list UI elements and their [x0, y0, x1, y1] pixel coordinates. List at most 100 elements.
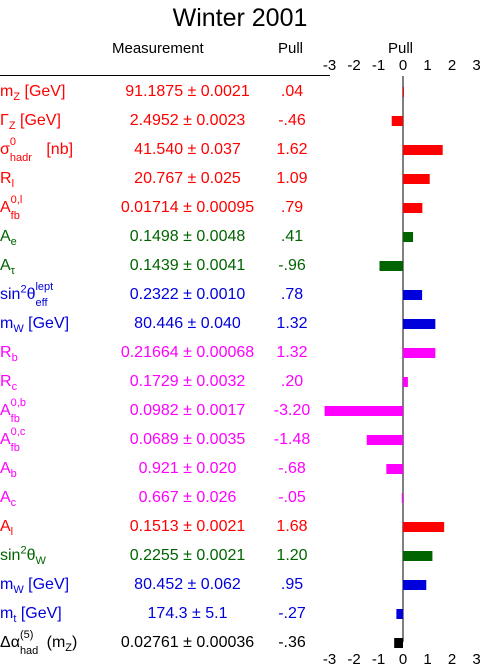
pull-value: 1.62 [276, 141, 308, 158]
measurement-value: 80.446 ± 0.040 [134, 315, 241, 332]
quantity-label: ΓZ [GeV] [0, 112, 61, 133]
measurement-value: 80.452 ± 0.062 [134, 576, 241, 593]
measurement-value: 0.2322 ± 0.0010 [129, 286, 246, 303]
top-axis-tick-label: 1 [423, 57, 431, 74]
quantity-label: Ae [0, 228, 17, 249]
measurement-value: 0.1439 ± 0.0041 [129, 257, 246, 274]
pull-bar [391, 116, 403, 126]
pull-value: .95 [280, 576, 304, 593]
pull-value: .41 [280, 228, 304, 245]
measurement-value: 0.21664 ± 0.00068 [120, 344, 255, 361]
bottom-axis-tick-label: 3 [472, 651, 480, 668]
pull-bar [403, 551, 433, 561]
quantity-label: sin2θleptefflept [0, 281, 54, 309]
measurement-value: 41.540 ± 0.037 [134, 141, 241, 158]
pull-value: -.27 [278, 605, 306, 622]
quantity-label: Rc [0, 373, 18, 394]
measurement-value: 0.2255 ± 0.0021 [129, 547, 246, 564]
measurement-value: 0.0689 ± 0.0035 [129, 431, 246, 448]
measurement-value: 0.667 ± 0.026 [138, 489, 237, 506]
pull-bar [403, 348, 436, 358]
pull-bar [403, 290, 423, 300]
pull-value: .78 [280, 286, 304, 303]
pull-value: 1.32 [276, 344, 308, 361]
quantity-label: Al [0, 518, 14, 539]
bottom-axis-tick-label: 0 [399, 651, 407, 668]
quantity-label: mZ [GeV] [0, 83, 66, 104]
bottom-axis-tick-label: 1 [423, 651, 431, 668]
top-axis-tick-label: 2 [448, 57, 456, 74]
measurement-value: 0.0982 ± 0.0017 [129, 402, 246, 419]
measurement-value: 0.02761 ± 0.00036 [120, 634, 255, 651]
top-axis-tick-label: -1 [372, 57, 385, 74]
pull-bar [403, 232, 414, 242]
pull-bar [403, 203, 423, 213]
pull-bar [403, 580, 427, 590]
pull-value: -.68 [278, 460, 306, 477]
pull-value: -.46 [278, 112, 306, 129]
pull-bar [396, 609, 403, 619]
measurement-value: 0.1729 ± 0.0032 [129, 373, 246, 390]
top-axis-tick-label: 0 [399, 57, 407, 74]
pull-bar [403, 522, 445, 532]
quantity-label: σ0hadrhadr [nb] [0, 136, 74, 164]
pull-bar [403, 174, 430, 184]
pull-bar [324, 406, 403, 416]
quantity-label: Ab [0, 460, 17, 481]
pull-value: -.96 [278, 257, 306, 274]
quantity-label: Aτ [0, 257, 16, 278]
quantity-label: mW [GeV] [0, 576, 70, 597]
pull-value: 1.32 [276, 315, 308, 332]
pull-value: 1.68 [276, 518, 308, 535]
pull-bar [401, 493, 403, 503]
pull-axis-title: Pull [388, 40, 414, 57]
pull-value: .04 [280, 83, 304, 100]
pull-bar [394, 638, 403, 648]
top-axis-tick-label: 3 [472, 57, 480, 74]
top-axis-tick-label: -2 [347, 57, 360, 74]
measurement-value: 91.1875 ± 0.0021 [125, 83, 250, 100]
pull-bar [403, 87, 404, 97]
quantity-label: Ac [0, 489, 17, 510]
bottom-axis-tick-label: -2 [347, 651, 360, 668]
pull-value: -1.48 [273, 431, 311, 448]
top-axis-tick-label: -3 [323, 57, 336, 74]
measurement-value: 0.1498 ± 0.0048 [129, 228, 246, 245]
pull-value: 1.09 [276, 170, 308, 187]
pull-value: -.05 [278, 489, 306, 506]
measurement-value: 0.1513 ± 0.0021 [129, 518, 246, 535]
pull-bar [366, 435, 403, 445]
pull-bar [386, 464, 403, 474]
pull-column-header: Pull [278, 40, 304, 57]
quantity-label: sin2θW [0, 544, 46, 568]
pull-value: .20 [280, 373, 304, 390]
header-rule [0, 75, 330, 76]
measurement-value: 0.01714 ± 0.00095 [120, 199, 255, 216]
pull-bar [379, 261, 403, 271]
pull-value: .79 [280, 199, 304, 216]
measurement-column-header: Measurement [112, 40, 204, 57]
measurement-value: 20.767 ± 0.025 [134, 170, 241, 187]
quantity-label: mW [GeV] [0, 315, 70, 336]
pull-bar [403, 145, 443, 155]
bottom-axis-tick-label: -1 [372, 651, 385, 668]
pull-bar [403, 319, 436, 329]
bottom-axis-tick-label: -3 [323, 651, 336, 668]
quantity-label: mt [GeV] [0, 605, 62, 626]
pull-bar [403, 377, 408, 387]
pull-value: 1.20 [276, 547, 308, 564]
quantity-label: Rl [0, 170, 15, 191]
bottom-axis-tick-label: 2 [448, 651, 456, 668]
measurement-value: 2.4952 ± 0.0023 [129, 112, 246, 129]
quantity-label: Rb [0, 344, 18, 365]
pull-value: -3.20 [273, 402, 311, 419]
pull-value: -.36 [278, 634, 306, 651]
chart-title: Winter 2001 [172, 4, 308, 32]
quantity-label: Δα(5)hadhad(mZ) [0, 629, 78, 657]
measurement-value: 174.3 ± 5.1 [147, 605, 228, 622]
measurement-value: 0.921 ± 0.020 [138, 460, 237, 477]
